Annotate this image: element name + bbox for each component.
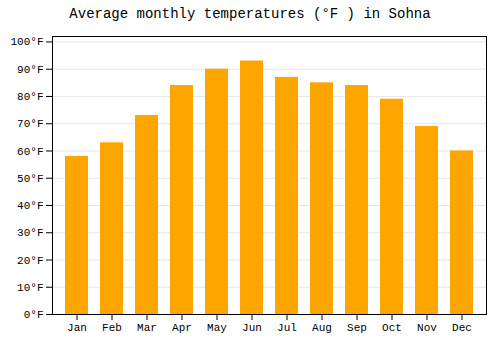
- svg-text:Jul: Jul: [277, 322, 297, 334]
- svg-text:Nov: Nov: [417, 322, 437, 334]
- svg-text:Sep: Sep: [347, 322, 367, 334]
- svg-text:20°F: 20°F: [17, 255, 43, 267]
- svg-text:80°F: 80°F: [17, 91, 43, 103]
- svg-text:30°F: 30°F: [17, 227, 43, 239]
- svg-text:60°F: 60°F: [17, 145, 43, 157]
- svg-text:Jan: Jan: [67, 322, 87, 334]
- svg-text:Aug: Aug: [312, 322, 332, 334]
- svg-text:Mar: Mar: [137, 322, 157, 334]
- svg-text:Feb: Feb: [102, 322, 122, 334]
- svg-text:50°F: 50°F: [17, 173, 43, 185]
- svg-text:May: May: [207, 322, 227, 334]
- svg-text:Jun: Jun: [242, 322, 262, 334]
- svg-text:70°F: 70°F: [17, 118, 43, 130]
- svg-text:Apr: Apr: [172, 322, 192, 334]
- html-text:Average monthly temperatures (: Average monthly temperatures (°F ) in So…: [69, 6, 431, 22]
- svg-text:90°F: 90°F: [17, 64, 43, 76]
- svg-text:Dec: Dec: [452, 322, 472, 334]
- svg-text:Oct: Oct: [382, 322, 402, 334]
- svg-text:100°F: 100°F: [10, 36, 43, 48]
- svg-text:10°F: 10°F: [17, 282, 43, 294]
- svg-text:0°F: 0°F: [24, 309, 44, 321]
- svg-text:40°F: 40°F: [17, 200, 43, 212]
